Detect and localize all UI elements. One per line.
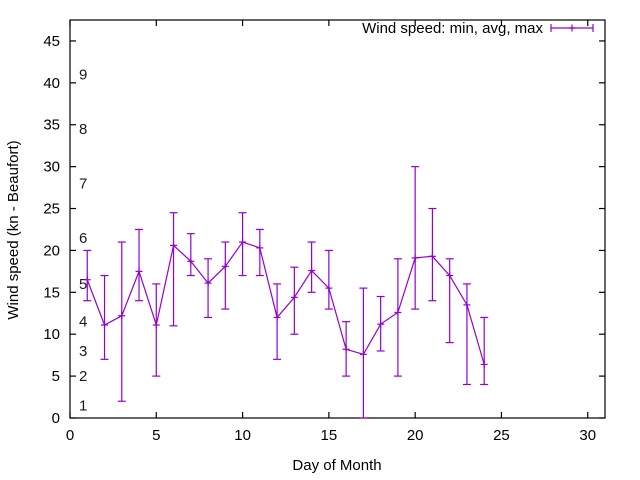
beaufort-label: 6: [79, 230, 87, 247]
error-bar: [273, 283, 282, 360]
data-point: [256, 244, 264, 252]
error-bar: [324, 249, 333, 310]
error-bar: [186, 233, 195, 277]
legend-label: Wind speed: min, avg, max: [362, 20, 543, 37]
beaufort-label: 5: [79, 276, 87, 293]
data-point: [152, 321, 160, 329]
error-bar: [255, 228, 264, 277]
data-point: [394, 308, 402, 316]
x-axis-title: Day of Month: [292, 457, 381, 474]
y-tick-label: 45: [43, 33, 60, 50]
data-point: [359, 350, 367, 358]
y-tick-label: 20: [43, 242, 60, 259]
data-point: [308, 267, 316, 275]
data-point: [187, 257, 195, 265]
plot-frame: [69, 19, 606, 419]
error-bar: [221, 241, 230, 310]
data-point: [273, 313, 281, 321]
x-axis-ticks: 0 5 10 15 20 25 30: [66, 20, 596, 444]
data-point: [480, 360, 488, 368]
y-axis-title: Wind speed (kn - Beaufort): [5, 140, 22, 319]
y-tick-label: 15: [43, 284, 60, 301]
data-point: [446, 272, 454, 280]
error-bar: [169, 212, 178, 327]
y-tick-label: 10: [43, 326, 60, 343]
beaufort-label: 2: [79, 368, 87, 385]
data-point: [170, 241, 178, 249]
data-point: [342, 345, 350, 353]
data-point: [325, 284, 333, 292]
beaufort-label: 8: [79, 121, 87, 138]
data-point: [239, 238, 247, 246]
error-bar: [462, 283, 471, 386]
data-point: [135, 267, 143, 275]
error-bar: [152, 283, 161, 377]
error-bar: [117, 241, 126, 402]
y-tick-label: 5: [52, 368, 60, 385]
error-bar: [135, 228, 144, 302]
error-bar: [411, 166, 420, 310]
y-tick-label: 25: [43, 201, 60, 218]
data-point: [221, 262, 229, 270]
beaufort-label: 9: [79, 66, 87, 83]
x-tick-label: 20: [407, 427, 424, 444]
x-tick-label: 0: [66, 427, 74, 444]
data-point: [290, 293, 298, 301]
legend: Wind speed: min, avg, max: [362, 20, 594, 37]
y-tick-label: 35: [43, 117, 60, 134]
x-tick-label: 5: [152, 427, 160, 444]
beaufort-scale-labels: 1 2 3 4 5 6 7 8 9: [79, 66, 87, 414]
y-tick-label: 30: [43, 159, 60, 176]
data-point-markers: [83, 238, 488, 368]
data-point: [463, 301, 471, 309]
error-bar: [100, 274, 109, 360]
beaufort-label: 3: [79, 343, 87, 360]
data-point: [83, 276, 91, 284]
beaufort-label: 7: [79, 175, 87, 192]
beaufort-label: 4: [79, 314, 87, 331]
data-point: [118, 312, 126, 320]
data-point: [377, 320, 385, 328]
y-tick-label: 0: [52, 410, 60, 427]
error-bar: [204, 258, 213, 319]
x-tick-label: 30: [579, 427, 596, 444]
plot-border: [69, 19, 606, 419]
data-point: [101, 321, 109, 329]
data-point: [428, 252, 436, 260]
data-point: [411, 254, 419, 262]
error-bar: [480, 316, 489, 386]
data-point: [204, 279, 212, 287]
error-bar: [83, 249, 92, 302]
x-tick-label: 10: [234, 427, 251, 444]
beaufort-label: 1: [79, 397, 87, 414]
legend-sample-errorbar: [550, 24, 594, 32]
error-bars: [83, 166, 489, 419]
y-tick-label: 40: [43, 75, 60, 92]
error-bar: [393, 258, 402, 377]
x-tick-label: 15: [321, 427, 338, 444]
x-tick-label: 25: [493, 427, 510, 444]
